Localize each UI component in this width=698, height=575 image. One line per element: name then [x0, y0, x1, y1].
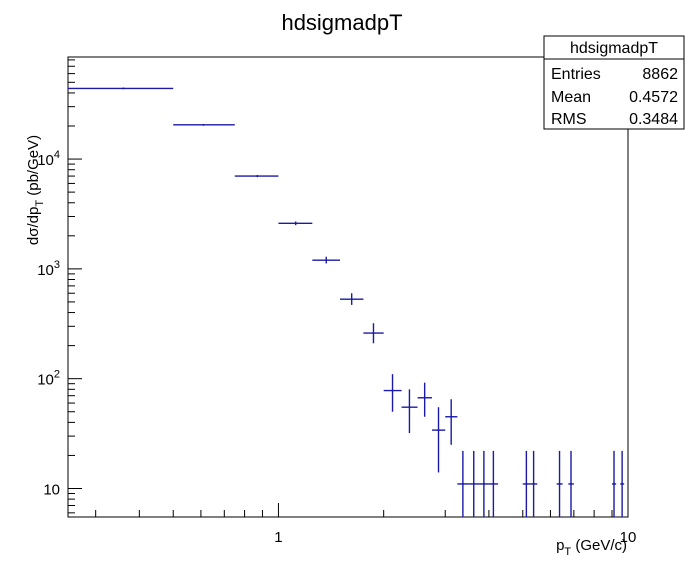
x-axis-ticks: 1 10: [95, 503, 637, 546]
data-marker: [256, 175, 259, 178]
x-axis-label-sub: T: [564, 546, 571, 558]
stats-box: hdsigmadpT Entries 8862 Mean 0.4572 RMS …: [543, 35, 685, 130]
stats-rms-value: 0.3484: [629, 111, 678, 128]
stats-box-name: hdsigmadpT: [570, 40, 658, 57]
data-point: [568, 450, 574, 517]
y-axis-label-main: dσ/dp: [25, 207, 42, 245]
y-tick-label-exp: 2: [54, 369, 60, 381]
stats-mean-label: Mean: [551, 89, 591, 106]
x-tick-label: 10: [620, 529, 637, 546]
stats-rms-label: RMS: [551, 111, 587, 128]
data-marker: [461, 482, 464, 485]
data-point: [417, 382, 433, 417]
data-marker: [122, 87, 125, 90]
data-point: [468, 450, 480, 517]
data-marker: [570, 482, 573, 485]
x-axis-label: pT (GeV/c): [556, 537, 627, 558]
x-tick-label: 1: [274, 529, 282, 546]
data-point: [234, 175, 279, 178]
data-marker: [391, 389, 394, 392]
data-point: [363, 323, 384, 344]
data-marker: [492, 482, 495, 485]
data-marker: [525, 482, 528, 485]
y-tick-label: 103: [37, 259, 60, 279]
data-point: [556, 450, 563, 517]
data-point: [457, 450, 469, 517]
y-tick-label-base: 10: [37, 262, 54, 279]
y-tick-label-base: 10: [37, 152, 54, 169]
data-marker: [472, 482, 475, 485]
data-marker: [294, 222, 297, 225]
data-marker: [350, 298, 353, 301]
data-point: [312, 256, 341, 264]
stats-mean-value: 0.4572: [629, 89, 678, 106]
data-marker: [450, 415, 453, 418]
data-point: [445, 399, 458, 445]
y-tick-label-exp: 4: [54, 149, 60, 161]
data-marker: [202, 123, 205, 126]
data-marker: [372, 332, 375, 335]
stats-entries-label: Entries: [551, 66, 601, 83]
data-marker: [558, 482, 561, 485]
y-tick-label-base: 10: [37, 372, 54, 389]
data-marker: [423, 396, 426, 399]
x-axis-label-suffix: (GeV/c): [571, 537, 627, 554]
data-points: [68, 87, 625, 517]
data-point: [401, 389, 418, 434]
data-point: [488, 450, 499, 517]
data-marker: [437, 429, 440, 432]
data-point: [340, 293, 364, 305]
data-point: [612, 450, 617, 517]
data-point: [530, 450, 538, 517]
data-marker: [482, 482, 485, 485]
data-point: [383, 374, 402, 412]
data-point: [522, 450, 531, 517]
data-point: [68, 87, 174, 90]
y-tick-label-exp: 3: [54, 259, 60, 271]
y-tick-label: 104: [37, 149, 60, 169]
data-point: [432, 407, 446, 473]
y-tick-label: 10: [43, 481, 60, 498]
data-point: [173, 123, 235, 126]
stats-entries-value: 8862: [642, 66, 678, 83]
y-axis-label-suffix: (pb/GeV): [25, 135, 42, 200]
y-tick-label-base: 10: [43, 481, 60, 498]
data-marker: [408, 406, 411, 409]
y-axis-label-sub: T: [34, 200, 46, 207]
data-marker: [621, 482, 624, 485]
data-point: [278, 221, 313, 226]
data-point: [620, 450, 625, 517]
x-axis-label-main: p: [556, 537, 564, 554]
plot-frame: [67, 56, 629, 518]
stats-box-frame: [543, 35, 685, 130]
chart-title: hdsigmadpT: [281, 10, 402, 35]
data-marker: [532, 482, 535, 485]
y-tick-label: 102: [37, 369, 60, 389]
data-point: [479, 450, 489, 517]
data-marker: [325, 259, 328, 262]
y-axis-label: dσ/dpT (pb/GeV): [25, 135, 46, 245]
data-marker: [613, 482, 616, 485]
